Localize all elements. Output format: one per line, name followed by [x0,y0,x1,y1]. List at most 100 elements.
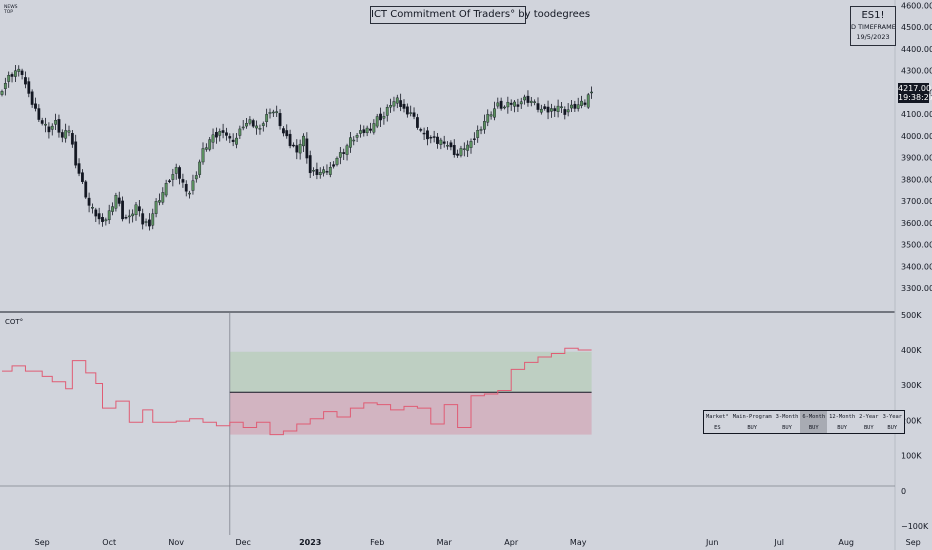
candle[interactable] [248,119,252,124]
candle[interactable] [174,167,178,174]
candle[interactable] [439,139,443,145]
candle[interactable] [231,139,235,142]
candle[interactable] [550,108,553,112]
candle[interactable] [265,114,269,122]
candle[interactable] [563,109,567,115]
candle[interactable] [305,138,309,159]
candle[interactable] [429,136,433,139]
candle[interactable] [258,128,262,130]
candle[interactable] [80,172,84,182]
candle[interactable] [315,169,319,176]
candle[interactable] [385,106,389,116]
candle[interactable] [17,68,21,72]
candle[interactable] [198,161,202,175]
candle[interactable] [533,101,537,103]
candle[interactable] [543,106,547,109]
candle[interactable] [325,171,329,173]
candle[interactable] [496,102,500,107]
candle[interactable] [111,206,114,212]
candle[interactable] [312,170,315,172]
candle[interactable] [171,174,175,180]
candle[interactable] [64,130,68,139]
candle[interactable] [54,120,58,125]
candle[interactable] [255,125,258,129]
candle[interactable] [355,135,359,138]
candle[interactable] [251,120,255,127]
candle[interactable] [288,133,292,147]
candle[interactable] [0,91,4,95]
candle[interactable] [395,97,399,104]
candle[interactable] [204,147,208,150]
candle[interactable] [261,123,265,126]
candle[interactable] [151,213,155,226]
candle[interactable] [97,213,101,220]
candle[interactable] [503,106,506,109]
candle[interactable] [486,114,490,123]
candle[interactable] [449,142,453,148]
candle[interactable] [436,136,439,144]
candle[interactable] [70,133,74,145]
candle[interactable] [268,112,272,114]
candle[interactable] [466,144,470,151]
candle[interactable] [34,103,37,109]
candle[interactable] [147,219,151,227]
candle[interactable] [188,192,191,195]
candle[interactable] [194,175,198,180]
candle[interactable] [442,141,446,144]
candle[interactable] [124,217,128,219]
candle[interactable] [349,137,352,148]
candle[interactable] [13,70,17,77]
candle[interactable] [181,179,185,183]
candle[interactable] [241,126,245,129]
candle[interactable] [389,105,392,108]
candle[interactable] [184,183,188,192]
candle[interactable] [178,167,181,179]
candle[interactable] [459,148,463,156]
candle[interactable] [536,103,540,110]
candle[interactable] [74,141,78,166]
candle[interactable] [399,100,403,107]
candle[interactable] [191,180,195,191]
candle[interactable] [44,123,47,126]
candle[interactable] [352,139,356,142]
candle[interactable] [107,210,111,221]
candle[interactable] [30,91,34,105]
candle[interactable] [332,164,336,167]
candle[interactable] [27,81,31,94]
candle[interactable] [590,91,594,94]
candle[interactable] [318,171,322,176]
candle[interactable] [365,127,369,134]
candle[interactable] [131,213,135,217]
candle[interactable] [298,143,302,154]
candle[interactable] [60,132,64,138]
cot-line[interactable] [2,347,592,436]
candle[interactable] [529,100,533,103]
candle[interactable] [566,109,570,113]
candle[interactable] [228,136,232,139]
candle[interactable] [127,215,131,218]
candle[interactable] [104,219,108,222]
candle[interactable] [208,139,212,150]
candle[interactable] [405,106,409,115]
candle[interactable] [483,121,486,130]
candle[interactable] [513,101,516,107]
candle[interactable] [117,197,121,204]
candle[interactable] [164,183,168,196]
candle[interactable] [402,103,406,109]
candle[interactable] [392,101,396,107]
candle[interactable] [523,96,527,101]
candle[interactable] [137,206,141,212]
candle[interactable] [546,106,550,113]
candle[interactable] [114,195,118,209]
candle[interactable] [40,120,44,124]
candle[interactable] [201,148,205,163]
candle[interactable] [94,209,98,217]
candle[interactable] [134,204,138,216]
candle[interactable] [77,163,81,174]
candle[interactable] [154,201,158,214]
candle[interactable] [499,100,503,109]
candle[interactable] [432,136,436,138]
candle[interactable] [285,130,289,137]
candle[interactable] [553,108,557,112]
candle[interactable] [245,123,248,127]
